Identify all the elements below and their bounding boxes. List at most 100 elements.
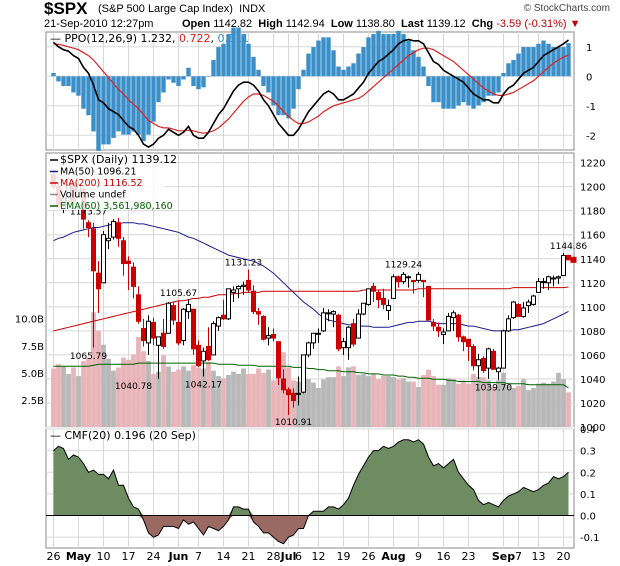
candle-body [556, 276, 561, 279]
x-tick-label: 23 [462, 550, 476, 563]
x-tick-label: 16 [437, 550, 451, 563]
ppo-histogram-bar [156, 76, 161, 103]
price-annotation: 1105.67 [160, 289, 197, 299]
ppo-histogram-bar [336, 66, 341, 77]
candle-body [136, 294, 141, 322]
ema60-line [53, 362, 569, 389]
volume-bar [241, 368, 246, 427]
volume-bar [156, 371, 161, 427]
x-tick-label: 14 [217, 550, 231, 563]
candle-body [411, 279, 416, 283]
candle-body [156, 336, 161, 346]
candle-body [221, 314, 226, 320]
price-tick-label: 1220 [580, 159, 605, 170]
ppo-histogram-bar [396, 30, 401, 77]
ppo-histogram-bar [446, 76, 451, 109]
volume-bar [336, 366, 341, 427]
volume-bar [61, 366, 66, 427]
volume-bar [151, 373, 156, 427]
candle-body [211, 323, 216, 356]
candle-body [251, 290, 256, 313]
volume-bar [351, 366, 356, 427]
x-tick-label: 21 [242, 550, 256, 563]
volume-bar [556, 372, 561, 427]
ppo-legend-sep: , [210, 32, 217, 45]
volume-bar [386, 376, 391, 427]
ppo-histogram-bar [186, 67, 191, 77]
candle-body [546, 276, 551, 284]
volume-bar [471, 373, 476, 427]
ppo-histogram-bar [216, 47, 221, 77]
quote-datetime: 21-Sep-2010 12:27pm [44, 18, 154, 30]
ppo-histogram-bar [456, 76, 461, 106]
volume-bar [361, 373, 366, 427]
ppo-histogram-bar [416, 56, 421, 77]
price-annotation: 1144.86 [550, 242, 587, 252]
volume-bar [411, 381, 416, 427]
candle-body [176, 321, 181, 344]
ppo-histogram-bar [141, 76, 146, 142]
price-tick-label: 1080 [580, 327, 605, 338]
low-label: Low [330, 18, 353, 30]
candle-body [426, 285, 431, 321]
ppo-histogram-bar [326, 37, 331, 77]
candle-body [226, 288, 231, 320]
volume-bar [121, 357, 126, 427]
candle-body [451, 312, 456, 319]
ppo-histogram-bar [191, 76, 196, 86]
volume-bar [521, 379, 526, 427]
down-arrow-icon: ▼ [569, 18, 581, 30]
candle-body [381, 297, 386, 305]
candle-body [296, 392, 301, 395]
volume-bar [431, 376, 436, 427]
candle-body [481, 358, 486, 372]
ppo-histogram-bar [491, 76, 496, 96]
price-annotation: 1010.91 [275, 418, 312, 428]
price-annotation: 1131.23 [225, 258, 262, 268]
symbol-title: $SPX [44, 0, 88, 18]
candle-body [206, 345, 211, 361]
ppo-histogram-bar [276, 76, 281, 116]
candle-body [141, 327, 146, 341]
candle-body [531, 295, 536, 305]
ppo-histogram-bar [51, 73, 56, 77]
price-tick-label: 1180 [580, 207, 605, 218]
price-tick-label: 1120 [580, 279, 605, 290]
volume-bar [541, 382, 546, 427]
ppo-histogram-bar [201, 76, 206, 88]
candle-body [511, 301, 516, 319]
ppo-histogram-bar [291, 76, 296, 109]
volume-bar [441, 384, 446, 427]
x-tick-label: 10 [97, 550, 111, 563]
volume-bar [246, 373, 251, 427]
candle-body [101, 234, 106, 284]
volume-bar [186, 370, 191, 427]
candle-body [131, 266, 136, 287]
cmf-tick-label: 0.1 [580, 490, 596, 501]
ppo-histogram-bar [391, 34, 396, 77]
candle-body [311, 332, 316, 344]
volume-bar [81, 360, 86, 427]
last-label: Last [401, 18, 424, 30]
candle-body [386, 305, 391, 311]
ppo-histogram-bar [226, 34, 231, 77]
x-tick-label: 19 [337, 550, 351, 563]
volume-bar [261, 372, 266, 427]
volume-bar [116, 367, 121, 427]
ppo-histogram-bar [71, 76, 76, 93]
x-tick-label: 13 [532, 550, 546, 563]
volume-bar [421, 375, 426, 427]
candle-body [396, 276, 401, 283]
candle-body [306, 342, 311, 356]
volume-bar [211, 370, 216, 427]
volume-bar [181, 366, 186, 427]
volume-bar [191, 365, 196, 427]
volume-bar [446, 378, 451, 427]
candle-body [256, 311, 261, 315]
candle-body [96, 272, 101, 290]
volume-bar [56, 364, 61, 427]
candle-body [166, 302, 171, 334]
volume-bar [481, 377, 486, 427]
volume-bar [356, 375, 361, 427]
price-tick-label: 1040 [580, 375, 605, 386]
